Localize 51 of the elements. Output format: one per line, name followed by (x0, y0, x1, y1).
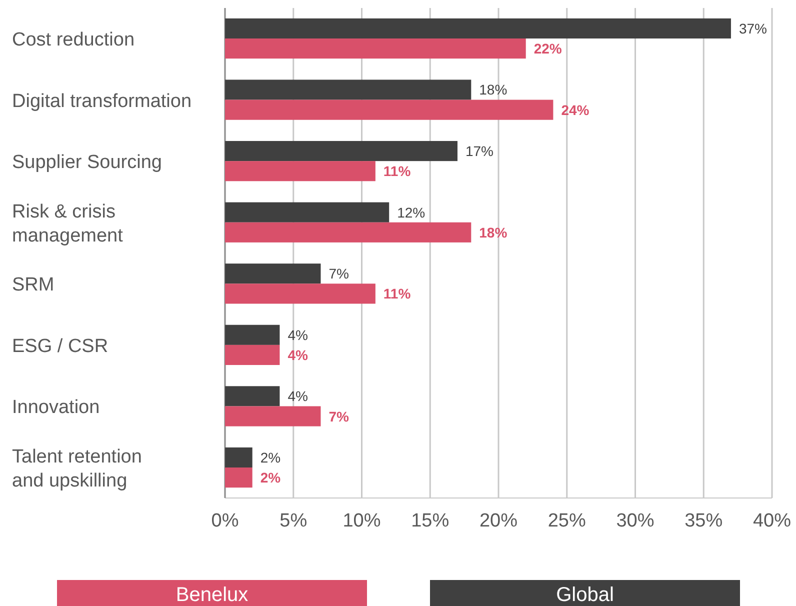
bar (225, 386, 280, 406)
data-label: 24% (561, 102, 590, 118)
bar (225, 80, 472, 100)
y-tick-label: Risk & crisis management (12, 201, 124, 246)
bar (225, 284, 376, 304)
data-label: 37% (738, 20, 768, 36)
data-label: 4% (288, 326, 308, 343)
data-label: 18% (479, 224, 508, 240)
data-label: 12% (397, 204, 426, 220)
bar (225, 324, 280, 345)
text: Global (556, 584, 614, 606)
x-tick-label: 0% (211, 510, 239, 532)
bar (225, 222, 472, 242)
data-label: 4% (288, 346, 308, 363)
bar (225, 264, 321, 284)
y-tick-label: Digital transformation (12, 90, 192, 112)
bar (225, 202, 390, 222)
x-tick-label: 10% (342, 510, 381, 532)
y-tick-label: Cost reduction (12, 29, 135, 50)
bar (225, 140, 458, 162)
data-label: 22% (534, 40, 562, 57)
y-tick-label: SRM (12, 274, 54, 296)
data-label: 11% (383, 163, 412, 180)
y-tick-label: Innovation (12, 397, 100, 418)
bar (225, 18, 731, 38)
bar (225, 38, 526, 59)
x-tick-label: 30% (616, 510, 654, 532)
bar (225, 100, 554, 120)
y-tick-label: ESG / CSR (12, 336, 108, 357)
y-tick-label: Supplier Sourcing (12, 152, 162, 174)
x-tick-label: 40% (752, 510, 792, 532)
bar (225, 161, 376, 182)
data-label: 18% (479, 82, 508, 98)
data-label: 17% (465, 143, 494, 160)
bar (225, 344, 280, 366)
bar (225, 406, 321, 426)
y-tick-label: Talent retention and upskilling (12, 446, 142, 492)
data-label: 2% (260, 449, 281, 466)
data-label: 7% (328, 408, 350, 424)
x-tick-label: 20% (479, 510, 518, 532)
data-label: 7% (328, 266, 349, 282)
data-label: 2% (260, 470, 282, 486)
data-label: 4% (288, 388, 308, 404)
x-tick-label: 15% (411, 510, 450, 532)
x-tick-label: 35% (684, 510, 723, 532)
x-tick-label: 5% (280, 510, 308, 532)
text: Benelux (176, 584, 248, 606)
bar (225, 468, 252, 488)
data-label: 11% (383, 286, 412, 302)
x-tick-label: 25% (548, 510, 586, 532)
bar (225, 447, 252, 468)
